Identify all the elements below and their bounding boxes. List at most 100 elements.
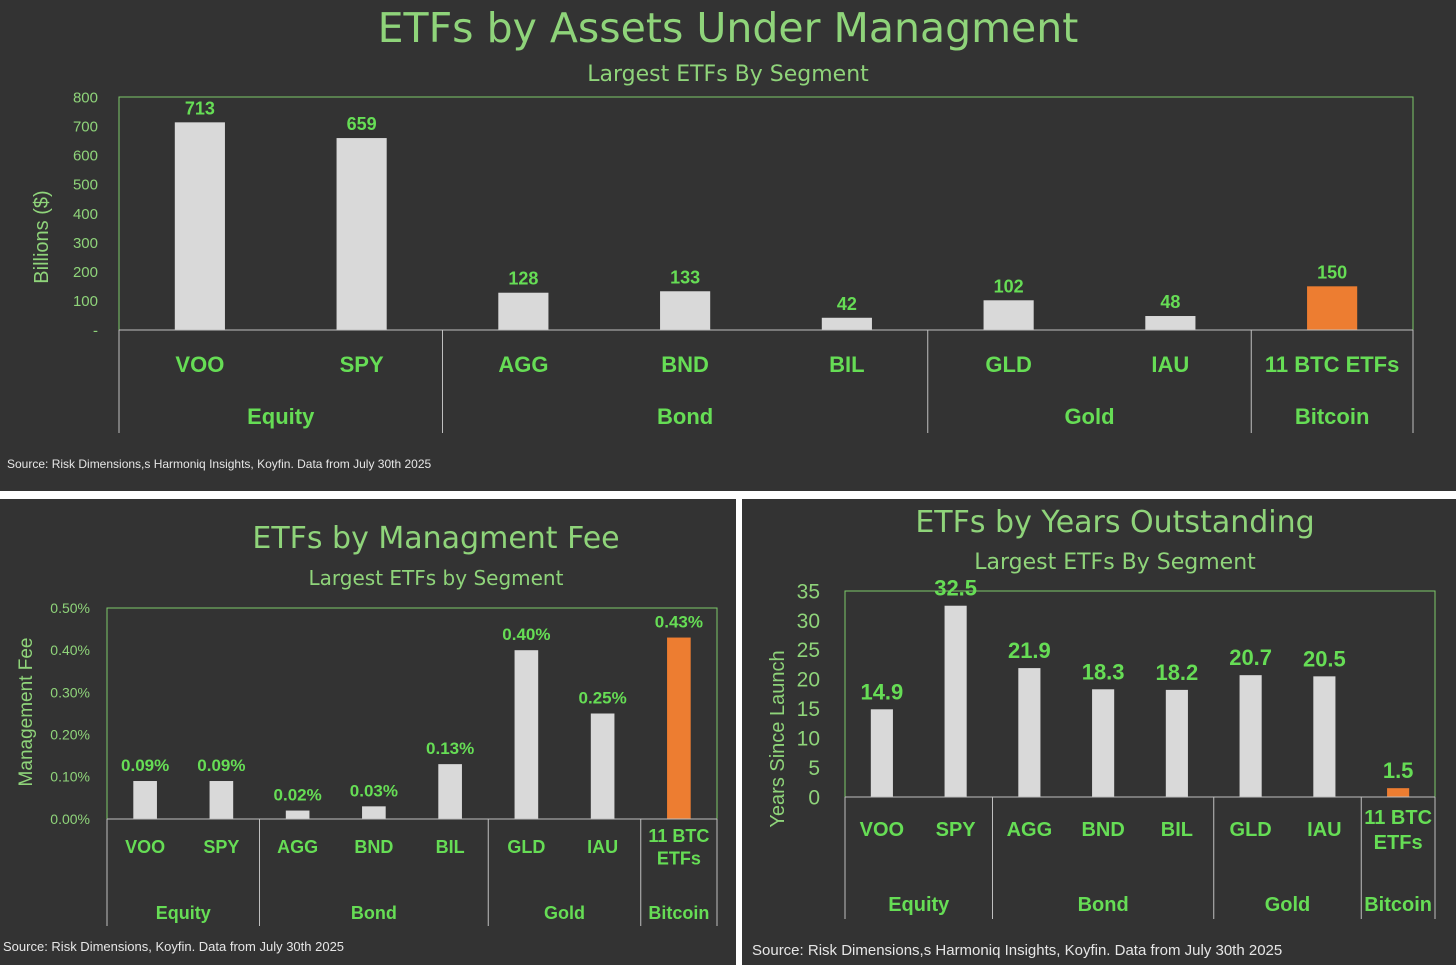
group-label: Bitcoin <box>1295 404 1370 429</box>
bar <box>1092 689 1115 797</box>
y-tick-label: 0.50% <box>50 600 90 616</box>
y-axis-title: Management Fee <box>16 638 37 787</box>
data-label: 14.9 <box>860 679 903 704</box>
data-label: 18.2 <box>1155 660 1198 685</box>
category-label: GLD <box>985 352 1031 377</box>
group-label: Gold <box>544 903 585 923</box>
y-tick-label: 10 <box>797 727 820 750</box>
category-label: VOO <box>860 819 904 841</box>
data-label: 150 <box>1317 262 1347 282</box>
y-tick-label: - <box>93 322 98 339</box>
category-label: BND <box>1081 819 1124 841</box>
category-label: IAU <box>1151 352 1189 377</box>
category-label: 11 BTC ETFs <box>1364 807 1432 854</box>
y-tick-label: 200 <box>73 264 98 281</box>
source-note: Source: Risk Dimensions,s Harmoniq Insig… <box>752 942 1283 959</box>
source-note: Source: Risk Dimensions,s Harmoniq Insig… <box>7 457 432 471</box>
years-bar-chart: 0 5 10 15 20 25 30 35 Years Since Launch 14.9 32.5… <box>767 576 1436 919</box>
category-label: GLD <box>1230 819 1272 841</box>
category-label: BND <box>354 837 393 857</box>
bar <box>1165 689 1188 797</box>
y-tick-label: 700 <box>73 118 98 135</box>
bar <box>285 810 310 819</box>
chart-subtitle: Largest ETFs By Segment <box>587 62 869 87</box>
y-tick-label: 25 <box>797 639 820 662</box>
data-label: 0.40% <box>502 625 550 644</box>
group-label: Equity <box>888 894 950 916</box>
data-label: 0.13% <box>426 739 474 758</box>
group-label: Gold <box>1265 894 1311 916</box>
y-tick-label: 35 <box>797 580 820 603</box>
category-label: SPY <box>203 837 239 857</box>
plot-frame <box>106 607 718 820</box>
bar <box>1239 675 1262 797</box>
category-label: BIL <box>829 352 864 377</box>
chart-title: ETFs by Years Outstanding <box>915 505 1315 540</box>
y-tick-label: 0 <box>808 786 820 809</box>
group-label: Bond <box>1078 894 1129 916</box>
bar <box>1313 676 1336 797</box>
group-label: Equity <box>247 404 315 429</box>
data-label: 42 <box>837 294 857 314</box>
y-tick-label: 15 <box>797 698 820 721</box>
y-tick-label: 0.10% <box>50 769 90 785</box>
aum-chart-panel: ETFs by Assets Under Managment Largest E… <box>0 0 1456 491</box>
data-label: 20.5 <box>1303 646 1346 671</box>
y-tick-label: 100 <box>73 293 98 310</box>
bar <box>133 781 157 819</box>
bar <box>514 650 539 819</box>
y-tick-label: 0.00% <box>50 811 90 827</box>
chart-title: ETFs by Assets Under Managment <box>377 4 1079 52</box>
category-label: BIL <box>436 837 465 857</box>
group-label: Bitcoin <box>1364 894 1432 916</box>
y-tick-label: 300 <box>73 235 98 252</box>
category-label: VOO <box>125 837 165 857</box>
source-note: Source: Risk Dimensions, Koyfin. Data fr… <box>3 939 345 954</box>
data-label: 659 <box>347 114 377 134</box>
category-label: AGG <box>277 837 318 857</box>
bar <box>590 713 615 819</box>
data-label: 713 <box>185 98 215 118</box>
fee-chart-panel: ETFs by Managment Fee Largest ETFs by Se… <box>0 499 736 965</box>
y-tick-label: 0.20% <box>50 727 90 743</box>
data-label: 21.9 <box>1008 638 1051 663</box>
bar <box>870 709 893 797</box>
data-label: 0.09% <box>121 756 169 775</box>
data-label: 0.25% <box>579 689 627 708</box>
aum-bar-chart: - 100 200 300 400 500 600 700 800 Billions ($) 713… <box>31 89 1414 433</box>
data-label: 102 <box>994 276 1024 296</box>
y-tick-label: 20 <box>797 669 820 692</box>
y-tick-label: 800 <box>73 89 98 106</box>
group-label: Equity <box>156 903 211 923</box>
fee-bar-chart: 0.00% 0.10% 0.20% 0.30% 0.40% 0.50% Management… <box>16 600 718 926</box>
y-tick-label: 500 <box>73 177 98 194</box>
y-tick-label: 400 <box>73 206 98 223</box>
years-chart-panel: ETFs by Years Outstanding Largest ETFs B… <box>742 499 1456 965</box>
category-label: IAU <box>1307 819 1341 841</box>
y-axis-title: Billions ($) <box>31 190 53 283</box>
bar <box>1387 788 1410 797</box>
bar <box>667 637 691 819</box>
category-label: 11 BTC ETFs <box>648 826 709 869</box>
chart-subtitle: Largest ETFs By Segment <box>974 550 1256 575</box>
plot-frame <box>844 590 1436 798</box>
category-label: 11 BTC ETFs <box>1265 352 1399 377</box>
data-label: 18.3 <box>1082 659 1125 684</box>
bar <box>983 300 1034 330</box>
y-axis-title: Years Since Launch <box>767 650 789 827</box>
bar <box>336 138 387 330</box>
category-label: AGG <box>498 352 548 377</box>
group-label: Bond <box>657 404 713 429</box>
data-label: 0.09% <box>197 756 245 775</box>
bar <box>438 764 462 819</box>
chart-subtitle: Largest ETFs by Segment <box>308 566 564 590</box>
data-label: 48 <box>1160 292 1180 312</box>
bar <box>209 781 234 819</box>
bar <box>660 291 711 330</box>
data-label: 32.5 <box>934 576 977 601</box>
category-label: VOO <box>175 352 224 377</box>
chart-title: ETFs by Managment Fee <box>252 521 620 556</box>
data-label: 0.03% <box>350 781 398 800</box>
data-label: 0.43% <box>655 613 703 632</box>
group-label: Gold <box>1064 404 1114 429</box>
